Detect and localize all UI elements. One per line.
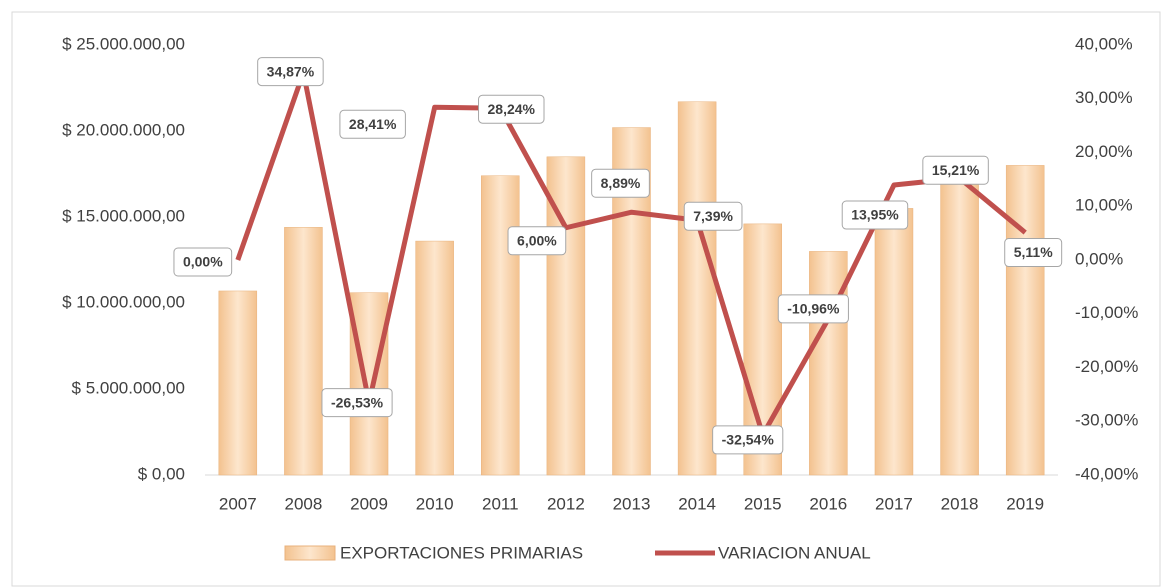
data-label-box [257,57,324,87]
data-label-box [922,155,989,185]
data-label-box [173,247,233,277]
y2-tick-label: -30,00% [1075,411,1138,430]
legend-swatch [284,545,336,561]
x-tick-label: 2011 [482,494,519,513]
data-label: 6,00% [517,232,557,248]
data-label: 8,89% [601,175,641,191]
bar [677,101,717,476]
data-label: 0,00% [183,254,223,270]
data-label-box [712,425,784,455]
bar [481,175,520,476]
bar [874,208,914,476]
x-tick-label: 2015 [744,494,782,513]
y2-tick-label: -10,00% [1075,303,1138,322]
bar [349,292,389,476]
data-label: -32,54% [722,432,775,448]
bar [218,290,258,476]
y2-tick-label: -20,00% [1075,357,1138,376]
y-tick-label: $ 25.000.000,00 [62,34,185,53]
data-label-box [591,168,650,198]
data-label: 5,11% [1014,244,1053,260]
y2-tick-label: 40,00% [1075,34,1133,53]
data-label-box [339,109,406,139]
data-label-box [507,226,567,256]
x-tick-label: 2018 [941,494,979,513]
data-label: 13,95% [851,207,899,223]
y2-tick-label: -40,00% [1075,464,1138,483]
bar [415,240,454,476]
bar [809,251,848,476]
data-label: 28,24% [488,101,536,117]
data-label-box [321,388,393,418]
data-label: 34,87% [267,63,315,79]
y-tick-label: $ 0,00 [138,464,185,483]
legend-label: EXPORTACIONES PRIMARIAS [340,543,583,562]
data-label-box [777,294,849,324]
y2-tick-label: 10,00% [1075,196,1133,215]
x-tick-label: 2016 [809,494,847,513]
data-label: -26,53% [331,394,384,410]
x-tick-label: 2007 [219,494,257,513]
data-label: 28,41% [349,116,397,132]
bar [940,182,979,476]
x-tick-label: 2009 [350,494,388,513]
bar [284,227,323,476]
y-tick-label: $ 15.000.000,00 [62,206,185,225]
x-tick-label: 2012 [547,494,585,513]
x-tick-label: 2019 [1006,494,1044,513]
x-tick-label: 2008 [285,494,323,513]
y-tick-label: $ 20.000.000,00 [62,120,185,139]
data-label-box [683,201,743,231]
x-tick-label: 2014 [678,494,716,513]
data-label-box [841,200,909,230]
y-tick-label: $ 5.000.000,00 [72,378,185,397]
x-tick-label: 2017 [875,494,913,513]
y-tick-label: $ 10.000.000,00 [62,292,185,311]
data-label: -10,96% [787,301,840,317]
y2-tick-label: 20,00% [1075,142,1133,161]
data-label-box [1004,238,1063,268]
data-label-box [478,94,545,124]
x-tick-label: 2013 [613,494,651,513]
x-tick-label: 2010 [416,494,454,513]
data-label: 7,39% [693,208,733,224]
data-label: 15,21% [932,162,980,178]
legend-label: VARIACION ANUAL [718,543,871,562]
y2-tick-label: 30,00% [1075,88,1133,107]
y2-tick-label: 0,00% [1075,249,1123,268]
bar [1005,165,1045,476]
